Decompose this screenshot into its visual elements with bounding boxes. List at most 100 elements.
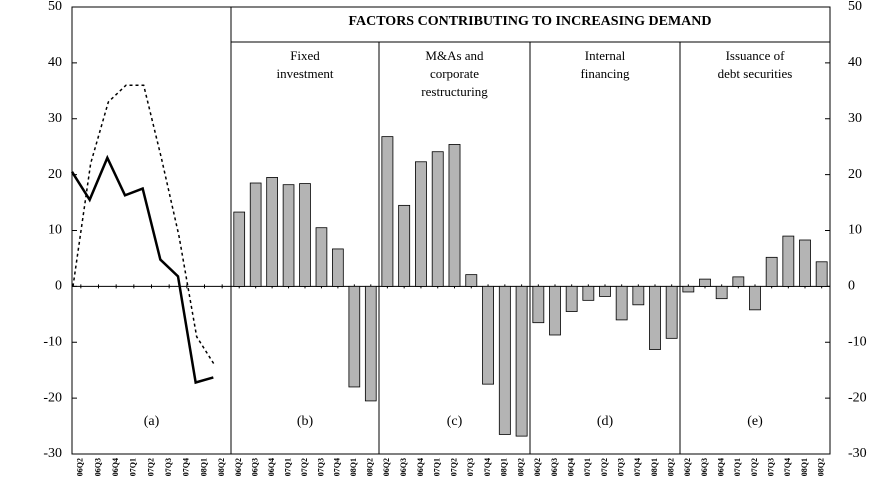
panel-title: M&As and bbox=[425, 48, 484, 63]
x-tick-label: 07Q2 bbox=[146, 458, 155, 476]
x-tick-label: 08Q1 bbox=[199, 458, 208, 476]
x-tick-label: 07Q3 bbox=[164, 458, 173, 476]
y-tick-label: 10 bbox=[48, 223, 62, 238]
bar bbox=[665, 285, 678, 339]
y2-tick-label: 40 bbox=[848, 55, 862, 70]
bar bbox=[815, 261, 828, 287]
panel-title: financing bbox=[580, 66, 630, 81]
x-tick-label: 06Q2 bbox=[382, 458, 391, 476]
x-tick-label: 07Q4 bbox=[783, 458, 792, 476]
panel-title: Issuance of bbox=[726, 48, 786, 63]
panel-label: (e) bbox=[747, 414, 763, 429]
x-tick-label: 06Q2 bbox=[533, 458, 542, 476]
x-tick-label: 08Q2 bbox=[666, 458, 675, 476]
bar bbox=[266, 177, 278, 287]
bar bbox=[565, 285, 578, 312]
bar bbox=[498, 285, 511, 435]
x-tick-label: 08Q1 bbox=[500, 458, 509, 476]
x-tick-label: 06Q3 bbox=[550, 458, 559, 476]
x-tick-label: 07Q2 bbox=[300, 458, 309, 476]
bar bbox=[415, 161, 427, 287]
bar bbox=[765, 256, 778, 287]
bar bbox=[398, 204, 411, 287]
y-tick-label: -20 bbox=[43, 390, 62, 405]
y2-tick-label: 20 bbox=[848, 167, 862, 182]
x-tick-label: 06Q3 bbox=[700, 458, 709, 476]
x-tick-label: 08Q2 bbox=[816, 458, 825, 476]
panel-label: (c) bbox=[447, 414, 463, 429]
x-tick-label: 06Q2 bbox=[76, 458, 85, 476]
x-tick-label: 06Q2 bbox=[683, 458, 692, 476]
x-tick-label: 06Q4 bbox=[416, 458, 425, 476]
y-tick-label: 50 bbox=[48, 0, 62, 14]
y-tick-label: -30 bbox=[43, 446, 62, 461]
x-tick-label: 07Q2 bbox=[449, 458, 458, 476]
x-tick-label: 07Q1 bbox=[283, 458, 292, 476]
bar bbox=[682, 285, 695, 293]
x-tick-label: 08Q2 bbox=[516, 458, 525, 476]
bar bbox=[249, 182, 262, 287]
panel-title: investment bbox=[276, 66, 333, 81]
bar bbox=[315, 227, 328, 287]
bar bbox=[381, 136, 394, 287]
x-tick-label: 06Q4 bbox=[566, 458, 575, 476]
x-tick-label: 07Q1 bbox=[433, 458, 442, 476]
x-tick-label: 07Q4 bbox=[633, 458, 642, 476]
bar bbox=[348, 285, 361, 388]
panel-title: Fixed bbox=[290, 48, 320, 63]
bar bbox=[282, 184, 295, 287]
y-tick-label: -10 bbox=[43, 334, 62, 349]
y2-tick-label: 30 bbox=[848, 111, 862, 126]
x-tick-label: 08Q1 bbox=[349, 458, 358, 476]
y2-tick-label: 10 bbox=[848, 223, 862, 238]
x-tick-label: 07Q3 bbox=[466, 458, 475, 476]
y-tick-label: 40 bbox=[48, 55, 62, 70]
x-tick-label: 07Q3 bbox=[766, 458, 775, 476]
bar bbox=[615, 285, 628, 321]
bar bbox=[431, 151, 444, 287]
bar bbox=[732, 276, 745, 287]
x-tick-label: 06Q4 bbox=[716, 458, 725, 476]
bar bbox=[582, 285, 595, 301]
x-tick-label: 07Q1 bbox=[583, 458, 592, 476]
x-tick-label: 08Q2 bbox=[366, 458, 375, 476]
panel-label: (d) bbox=[597, 414, 614, 429]
panel-title: corporate bbox=[430, 66, 479, 81]
line-series bbox=[72, 84, 215, 366]
x-tick-label: 07Q4 bbox=[333, 458, 342, 476]
x-tick-label: 06Q4 bbox=[111, 458, 120, 476]
bar bbox=[364, 285, 377, 402]
bar bbox=[632, 285, 645, 306]
bar bbox=[715, 285, 728, 300]
y2-tick-label: 50 bbox=[848, 0, 862, 14]
y2-tick-label: -10 bbox=[848, 334, 867, 349]
panel-title: restructuring bbox=[421, 84, 488, 99]
y-tick-label: 30 bbox=[48, 111, 62, 126]
bar bbox=[448, 144, 461, 287]
bar bbox=[549, 285, 561, 336]
bar bbox=[699, 278, 711, 287]
x-tick-label: 07Q2 bbox=[600, 458, 609, 476]
bar bbox=[332, 248, 344, 287]
x-tick-label: 06Q4 bbox=[267, 458, 276, 476]
x-tick-label: 07Q2 bbox=[750, 458, 759, 476]
bar bbox=[532, 285, 545, 324]
bar bbox=[465, 274, 478, 287]
panel-label: (b) bbox=[297, 414, 314, 429]
bar bbox=[299, 183, 311, 287]
bar bbox=[649, 285, 661, 350]
x-tick-label: 06Q3 bbox=[399, 458, 408, 476]
y2-tick-label: 0 bbox=[848, 279, 855, 294]
bar bbox=[782, 235, 795, 287]
bar bbox=[799, 239, 811, 287]
bar bbox=[749, 285, 761, 311]
header: FACTORS CONTRIBUTING TO INCREASING DEMAN… bbox=[348, 14, 711, 29]
bar bbox=[482, 285, 494, 385]
y2-tick-label: -20 bbox=[848, 390, 867, 405]
bar bbox=[599, 285, 611, 297]
panel-label: (a) bbox=[144, 414, 160, 429]
panel-title: debt securities bbox=[718, 66, 793, 81]
x-tick-label: 07Q3 bbox=[616, 458, 625, 476]
x-tick-label: 06Q2 bbox=[234, 458, 243, 476]
x-tick-label: 07Q1 bbox=[129, 458, 138, 476]
